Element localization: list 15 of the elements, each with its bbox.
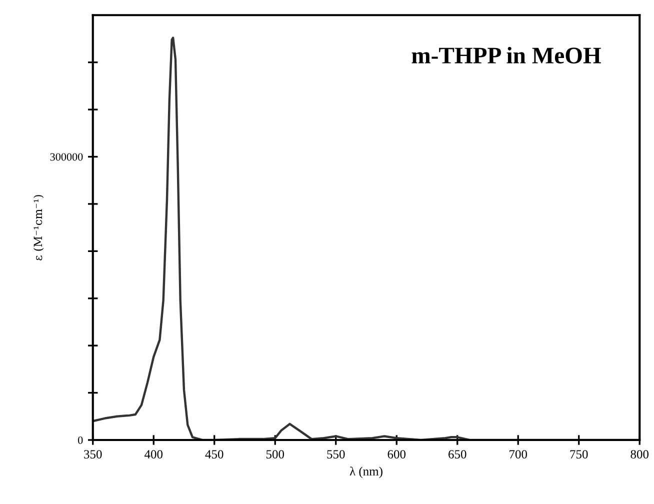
y-axis-title: ε (M⁻¹cm⁻¹) — [34, 195, 44, 260]
x-tick-label: 400 — [144, 450, 163, 459]
x-tick-label: 750 — [570, 450, 588, 459]
x-tick-label: 450 — [205, 450, 224, 459]
x-tick-label: 650 — [448, 450, 466, 459]
x-tick-label: 550 — [327, 450, 345, 459]
y-tick-label: 300000 — [50, 153, 83, 161]
y-tick-label: 0 — [78, 436, 83, 444]
x-tick-label: 700 — [510, 450, 528, 459]
x-axis-title: λ (nm) — [350, 466, 382, 478]
x-tick-label: 350 — [84, 450, 102, 459]
x-tick-label: 800 — [630, 450, 649, 459]
text: m-THPP in MeOH — [412, 46, 601, 64]
x-tick-label: 500 — [266, 450, 284, 459]
x-tick-label: 600 — [388, 450, 406, 459]
